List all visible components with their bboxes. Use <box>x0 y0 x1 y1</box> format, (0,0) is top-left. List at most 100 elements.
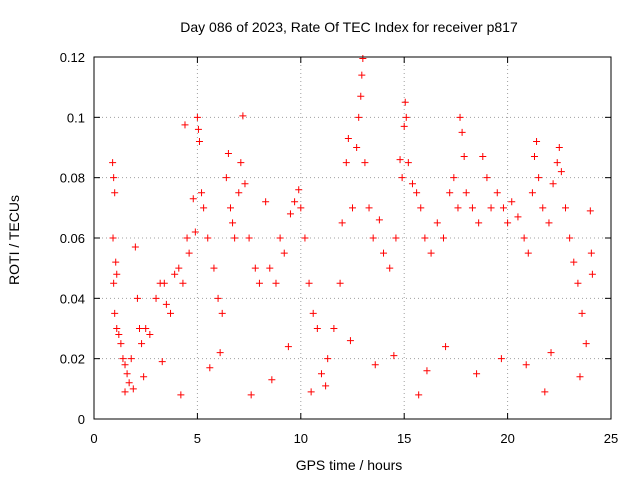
data-point <box>475 219 483 227</box>
data-point <box>493 189 501 197</box>
data-point <box>390 352 398 360</box>
data-point <box>458 128 466 136</box>
y-axis-label: ROTI / TECUs <box>6 195 22 285</box>
x-tick-label: 15 <box>397 431 411 446</box>
data-point <box>566 234 574 242</box>
data-point <box>460 153 468 161</box>
data-point <box>330 325 338 332</box>
data-point <box>194 125 202 133</box>
data-point <box>413 189 421 197</box>
data-point <box>222 174 230 182</box>
data-point <box>158 358 166 366</box>
data-point <box>446 189 454 197</box>
data-point <box>462 189 470 197</box>
data-point <box>177 391 185 399</box>
data-point <box>266 264 274 272</box>
data-point <box>545 219 553 227</box>
data-point <box>442 343 450 351</box>
data-point <box>555 144 563 151</box>
data-point <box>226 204 234 212</box>
data-point <box>557 168 565 176</box>
data-point <box>276 234 284 242</box>
data-point <box>588 270 596 278</box>
data-point <box>528 189 536 197</box>
data-point <box>284 343 292 351</box>
data-point <box>361 159 369 167</box>
data-point <box>127 355 135 363</box>
data-point <box>539 204 547 212</box>
data-point <box>272 279 280 287</box>
data-point <box>317 370 325 378</box>
data-point <box>408 180 416 188</box>
data-point <box>344 134 352 142</box>
data-point <box>179 279 187 287</box>
data-point <box>235 189 243 197</box>
data-point <box>578 309 586 317</box>
data-point <box>129 385 137 393</box>
grid-lines <box>94 57 611 419</box>
data-point <box>439 234 447 242</box>
data-point <box>229 219 237 227</box>
data-point <box>427 249 435 257</box>
data-point <box>587 249 595 257</box>
data-point <box>110 279 118 287</box>
data-point <box>131 243 139 251</box>
data-point <box>117 340 125 348</box>
x-tick-labels: 0 5 10 15 20 25 <box>90 431 618 446</box>
data-point <box>301 234 309 242</box>
data-point <box>421 234 429 242</box>
data-point <box>386 264 394 272</box>
data-point <box>119 355 127 363</box>
data-point <box>224 150 232 158</box>
data-point <box>138 340 146 348</box>
data-point <box>189 195 197 203</box>
data-point <box>109 159 117 167</box>
data-point <box>183 234 191 242</box>
data-point <box>214 294 222 302</box>
y-tick-label: 0.12 <box>60 50 85 65</box>
data-point <box>375 216 383 224</box>
data-point <box>167 309 175 317</box>
data-point <box>497 355 505 363</box>
data-point <box>125 379 133 387</box>
data-point <box>110 174 118 182</box>
data-point <box>111 309 119 317</box>
x-tick-label: 5 <box>194 431 201 446</box>
data-points <box>109 55 596 399</box>
y-tick-label: 0.04 <box>60 291 85 306</box>
data-point <box>401 98 409 106</box>
x-tick-label: 25 <box>604 431 618 446</box>
data-point <box>324 355 332 363</box>
data-point <box>133 294 141 302</box>
y-tick-label: 0.1 <box>67 110 85 125</box>
data-point <box>586 207 594 215</box>
data-point <box>508 198 516 206</box>
data-point <box>121 388 129 396</box>
y-tick-label: 0.08 <box>60 171 85 186</box>
data-point <box>112 258 120 266</box>
data-point <box>193 113 201 121</box>
data-point <box>522 361 530 369</box>
data-point <box>547 349 555 357</box>
data-point <box>359 55 367 63</box>
data-point <box>483 174 491 182</box>
data-point <box>160 279 168 287</box>
data-point <box>404 159 412 167</box>
data-point <box>549 180 557 188</box>
data-point <box>524 249 532 257</box>
data-point <box>450 174 458 182</box>
data-point <box>241 180 249 188</box>
data-point <box>121 361 129 369</box>
data-point <box>200 204 208 212</box>
data-point <box>309 309 317 317</box>
data-point <box>185 249 193 257</box>
data-point <box>135 325 143 332</box>
data-point <box>255 279 263 287</box>
data-point <box>358 71 366 79</box>
data-point <box>142 325 150 332</box>
data-point <box>195 137 203 145</box>
data-point <box>535 174 543 182</box>
data-point <box>400 122 408 130</box>
data-point <box>433 219 441 227</box>
